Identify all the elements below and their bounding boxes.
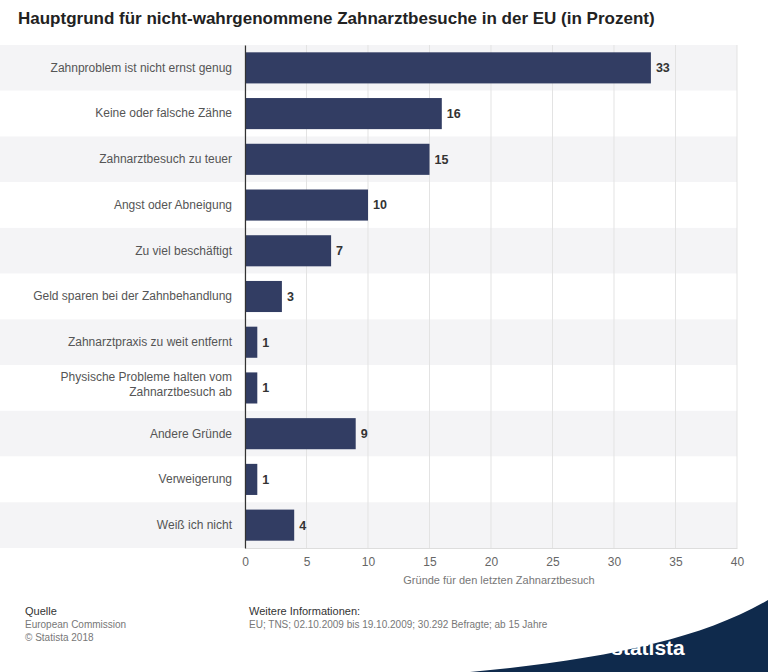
x-tick-label: 40 [731, 555, 745, 569]
category-label: Zahnarztbesuch zu teuer [99, 152, 232, 166]
bar [245, 144, 430, 175]
x-tick: 20 [485, 548, 499, 569]
background [0, 0, 768, 672]
category-label: Angst oder Abneigung [114, 198, 232, 212]
bar [245, 189, 368, 220]
source-text: European Commission [25, 619, 126, 630]
x-tick-label: 35 [669, 555, 683, 569]
x-tick: 25 [546, 548, 560, 569]
x-tick: 5 [304, 548, 311, 569]
footer: Quelle European Commission © Statista 2018… [25, 605, 685, 659]
y-tick: Geld sparen bei der Zahnbehandlung [33, 289, 245, 303]
category-label: Andere Gründe [150, 427, 232, 441]
data-label: 33 [656, 61, 670, 75]
data-label: 1 [262, 336, 269, 350]
y-tick: Zu viel beschäftigt [135, 244, 245, 258]
logo-text: statista [611, 636, 685, 659]
x-tick-label: 25 [546, 555, 560, 569]
y-tick: Verweigerung [159, 472, 245, 486]
bars [245, 52, 651, 540]
y-tick: Keine oder falsche Zähne [95, 106, 245, 120]
bar [245, 418, 356, 449]
data-label: 9 [361, 427, 368, 441]
data-label: 7 [336, 244, 343, 258]
x-tick: 0 [242, 548, 249, 569]
y-tick: Andere Gründe [150, 427, 245, 441]
x-axis-title: Gründe für den letzten Zahnarztbesuch [403, 574, 594, 586]
category-label: Verweigerung [159, 472, 232, 486]
copyright: © Statista 2018 [25, 632, 94, 643]
bar [245, 510, 294, 541]
bar [245, 281, 282, 312]
grid-line [552, 45, 553, 548]
category-label: Physische Probleme halten vomZahnarztbes… [61, 370, 233, 398]
category-label: Keine oder falsche Zähne [95, 106, 232, 120]
y-tick: Zahnarztpraxis zu weit entfernt [68, 335, 245, 349]
x-tick-label: 20 [485, 555, 499, 569]
bar [245, 464, 257, 495]
grid [245, 45, 737, 548]
x-tick: 15 [423, 548, 437, 569]
x-tick-label: 0 [242, 555, 249, 569]
category-label: Weiß ich nicht [157, 518, 233, 532]
category-label: Zahnproblem ist nicht ernst genug [51, 61, 232, 75]
bar [245, 327, 257, 358]
title: Hauptgrund für nicht-wahrgenommene Zahna… [18, 9, 655, 28]
data-label: 1 [262, 381, 269, 395]
x-tick: 35 [669, 548, 683, 569]
grid-line [675, 45, 676, 548]
grid-line [614, 45, 615, 548]
grid-line [491, 45, 492, 548]
data-label: 16 [447, 107, 461, 121]
data-label: 3 [287, 290, 294, 304]
x-tick-label: 30 [608, 555, 622, 569]
bar [245, 52, 651, 83]
info-heading: Weitere Informationen: [249, 605, 360, 617]
grid-line [245, 45, 246, 548]
bar [245, 372, 257, 403]
y-axis-line [245, 46, 246, 549]
category-label: Geld sparen bei der Zahnbehandlung [33, 289, 232, 303]
grid-line [737, 45, 738, 548]
y-tick: Zahnproblem ist nicht ernst genug [51, 61, 245, 75]
data-label: 4 [299, 519, 306, 533]
data-label: 1 [262, 473, 269, 487]
category-label: Zahnarztpraxis zu weit entfernt [68, 335, 233, 349]
source-heading: Quelle [25, 605, 57, 617]
info-text: EU; TNS; 02.10.2009 bis 19.10.2009; 30.2… [249, 619, 548, 630]
bar [245, 98, 442, 129]
x-tick-label: 5 [304, 555, 311, 569]
logo-shape [470, 600, 768, 672]
y-tick: Weiß ich nicht [157, 518, 245, 532]
x-axis-line [246, 548, 738, 549]
y-tick: Angst oder Abneigung [114, 198, 245, 212]
x-tick: 30 [608, 548, 622, 569]
y-tick: Physische Probleme halten vomZahnarztbes… [61, 370, 245, 398]
bar [245, 235, 331, 266]
chart: Hauptgrund für nicht-wahrgenommene Zahna… [0, 0, 768, 672]
x-axis: 0 5 10 15 20 25 30 35 40 [242, 548, 744, 569]
x-tick: 10 [362, 548, 376, 569]
y-axis: Zahnproblem ist nicht ernst genug Keine o… [33, 46, 245, 549]
data-label: 15 [435, 153, 449, 167]
row-stripes [0, 45, 737, 548]
category-label: Zu viel beschäftigt [135, 244, 232, 258]
data-labels: 33 16 15 10 7 3 1 1 9 1 4 [262, 61, 670, 532]
x-tick-label: 10 [362, 555, 376, 569]
x-tick: 40 [731, 548, 745, 569]
data-label: 10 [373, 198, 387, 212]
x-tick-label: 15 [423, 555, 437, 569]
y-tick: Zahnarztbesuch zu teuer [99, 152, 245, 166]
